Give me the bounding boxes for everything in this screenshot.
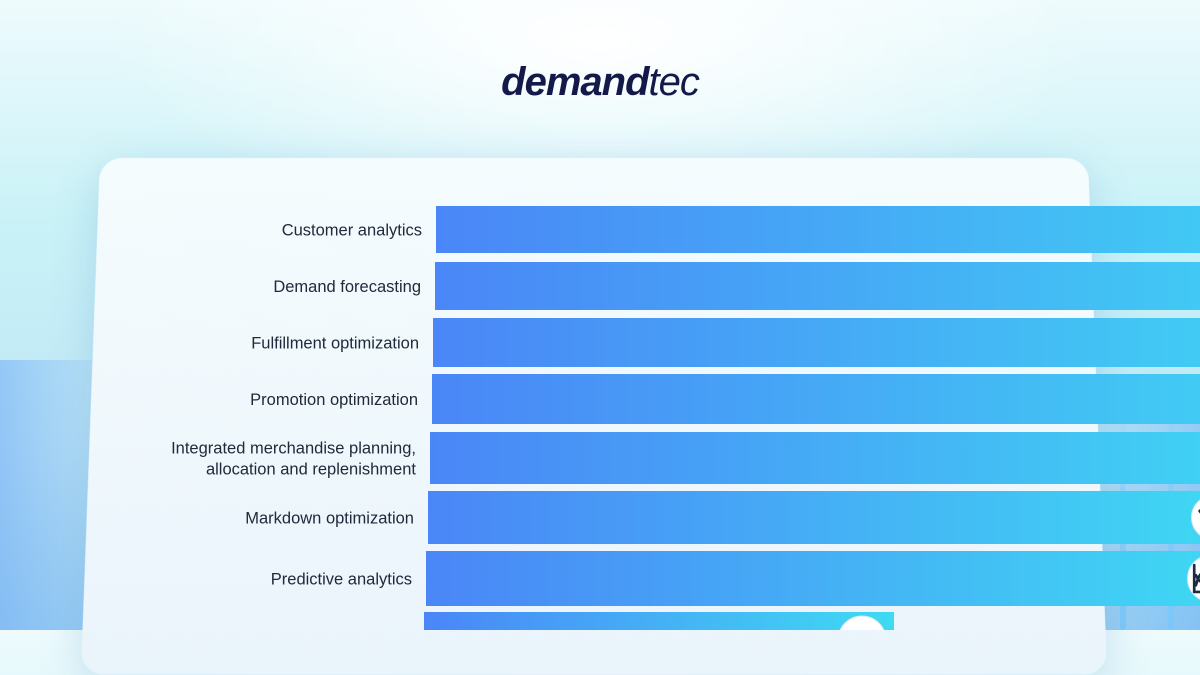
category-label-line: Promotion optimization — [250, 391, 418, 409]
bar — [428, 491, 1200, 544]
category-label-line: Demand forecasting — [273, 278, 421, 296]
bar-partial — [424, 612, 894, 630]
category-label: Markdown optimization — [245, 510, 414, 528]
chart-row: 31%Customer analytics — [282, 206, 1200, 253]
category-label-line: Customer analytics — [282, 222, 422, 240]
bar — [433, 318, 1200, 367]
category-label: Promotion optimization — [250, 391, 418, 409]
bar — [435, 262, 1200, 310]
chart-row: 26%Predictive analytics — [271, 551, 1200, 606]
chart-row: 26%Markdown optimization — [245, 491, 1200, 544]
bar — [426, 551, 1200, 606]
category-label-line: Fulfillment optimization — [251, 335, 419, 353]
chart-row: 28%Integrated merchandise planning,alloc… — [171, 432, 1200, 484]
category-label-line: Integrated merchandise planning, — [171, 440, 416, 458]
category-label: Fulfillment optimization — [251, 335, 419, 353]
chart-row: 31%Demand forecasting — [273, 262, 1200, 310]
bar-chart: 31%Customer analytics 31%Demand forecasti… — [0, 0, 1200, 630]
bar — [436, 206, 1200, 253]
category-label-line: allocation and replenishment — [206, 461, 416, 479]
category-label-line: Markdown optimization — [245, 510, 414, 528]
bar — [430, 432, 1200, 484]
category-label: Integrated merchandise planning, allocati… — [171, 440, 416, 479]
chart-row: 30%Promotion optimization — [250, 374, 1200, 424]
bar — [432, 374, 1200, 424]
category-label: Customer analytics — [282, 222, 422, 240]
chart-row: 30%Fulfillment optimization — [251, 318, 1200, 367]
category-label: Predictive analytics — [271, 571, 412, 589]
category-label: Demand forecasting — [273, 278, 421, 296]
category-label-line: Predictive analytics — [271, 571, 412, 589]
